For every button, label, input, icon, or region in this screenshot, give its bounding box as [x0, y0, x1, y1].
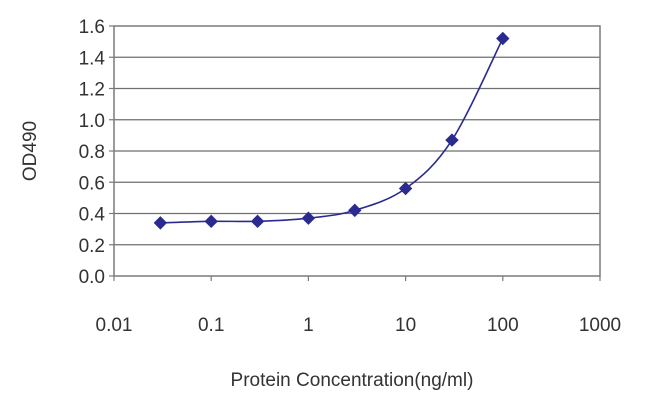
data-point — [348, 203, 362, 218]
data-point — [445, 133, 459, 147]
y-tick-label: 0.8 — [79, 142, 105, 163]
x-tick-label: 1 — [303, 315, 314, 336]
x-tick-label: 0.01 — [96, 315, 133, 336]
data-point — [496, 31, 510, 46]
x-tick-label: 0.1 — [198, 315, 224, 336]
y-tick-label: 0.2 — [79, 236, 105, 257]
y-tick-label: 0.6 — [79, 173, 105, 194]
data-point — [301, 211, 316, 225]
y-tick-label: 1.4 — [79, 48, 106, 69]
data-point — [204, 214, 218, 229]
data-point — [153, 216, 168, 230]
x-tick-label: 10 — [395, 315, 416, 336]
y-tick-label: 1.6 — [79, 17, 105, 38]
x-axis-title: Protein Concentration(ng/ml) — [231, 370, 474, 391]
y-tick-label: 1.0 — [79, 111, 105, 132]
y-tick-label: 1.2 — [79, 80, 105, 101]
data-point — [398, 181, 413, 196]
y-axis-ticks: 0.0 0.2 0.4 0.6 0.8 1.0 1.2 1.4 1.6 — [79, 17, 114, 288]
y-tick-label: 0.4 — [79, 205, 106, 226]
x-tick-label: 100 — [487, 315, 519, 336]
y-tick-label: 0.0 — [79, 267, 105, 288]
y-axis-title: OD490 — [20, 121, 41, 181]
x-axis-ticks: 0.01 0.1 1 10 100 1000 — [96, 276, 621, 336]
data-point — [250, 214, 265, 229]
x-tick-label: 1000 — [579, 315, 621, 336]
data-points — [153, 31, 510, 230]
